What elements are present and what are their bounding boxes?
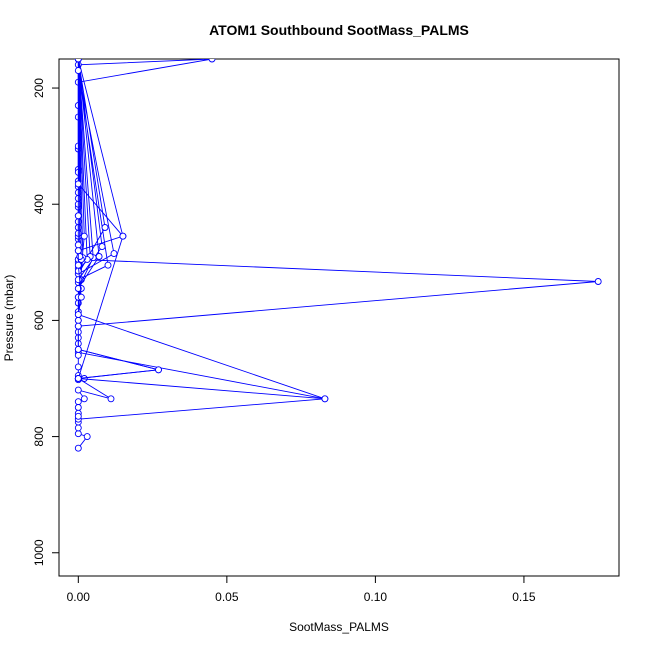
data-point [74,285,82,292]
series-line [77,59,124,380]
data-point [74,345,82,353]
data-point [104,261,112,269]
data-point [74,241,82,249]
data-point [76,253,84,260]
y-tick-label: 1000 [32,539,46,566]
data-point [74,180,82,188]
data-point [74,430,82,438]
data-point [321,395,329,403]
data-point [80,395,88,403]
data-point [74,316,82,324]
data-point [74,412,82,420]
data-point [74,363,82,371]
data-point [98,243,106,251]
data-point [208,59,216,63]
data-point [80,232,88,240]
data-point [101,224,109,231]
data-point [74,67,82,75]
data-point [74,59,82,63]
y-tick-label: 600 [32,310,46,330]
data-point [74,247,82,255]
data-point [155,366,162,374]
series-layer [74,59,602,452]
data-point [74,351,82,359]
x-tick-label: 0.05 [215,590,239,604]
y-tick-label: 400 [32,194,46,214]
x-tick-label: 0.00 [67,590,91,604]
series-line [76,59,599,449]
data-point [74,212,82,220]
data-point [74,276,82,284]
data-point [74,375,82,382]
data-point [74,386,82,394]
x-tick-label: 0.10 [364,590,388,604]
data-point [74,404,82,411]
chart-title: ATOM1 Southbound SootMass_PALMS [209,22,469,38]
y-axis-label: Pressure (mbar) [2,275,16,362]
data-point [107,395,115,403]
y-tick-label: 800 [32,426,46,446]
series-4 [74,180,329,403]
x-axis: 0.00 0.05 0.10 0.15 [67,575,536,604]
data-point [74,261,82,269]
data-point [594,278,602,285]
data-point [74,311,82,319]
x-axis-label: SootMass_PALMS [289,620,389,634]
data-point [110,250,118,258]
data-point [119,232,127,240]
data-point [95,253,103,260]
data-point [74,424,82,432]
x-tick-label: 0.15 [512,590,536,604]
data-point [83,433,91,441]
data-point [77,293,85,301]
y-tick-label: 200 [32,78,46,98]
data-point [74,398,82,406]
data-point [74,444,82,452]
data-point [74,322,82,330]
y-axis: 200 400 600 800 1000 [32,78,60,566]
